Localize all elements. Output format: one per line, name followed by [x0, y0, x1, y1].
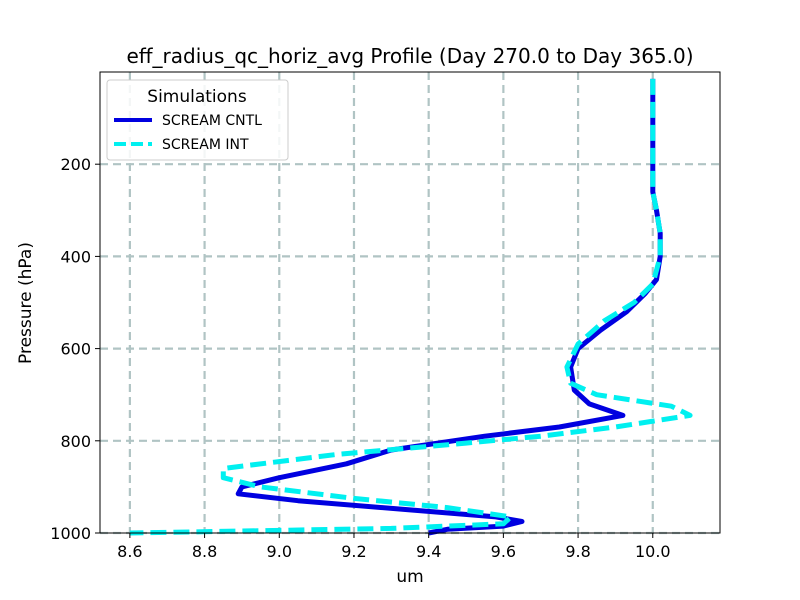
y-tick-label: 600	[60, 340, 91, 359]
x-tick-label: 9.8	[565, 542, 590, 561]
x-tick-label: 10.0	[635, 542, 671, 561]
legend-label-int: SCREAM INT	[162, 137, 249, 153]
x-tick-label: 9.0	[267, 542, 292, 561]
legend: Simulations SCREAM CNTL SCREAM INT	[106, 79, 289, 161]
y-axis-label: Pressure (hPa)	[16, 242, 36, 364]
series-layer	[129, 78, 693, 536]
y-tick-label: 1000	[50, 524, 91, 543]
y-tick-label: 400	[60, 247, 91, 266]
chart-title: eff_radius_qc_horiz_avg Profile (Day 270…	[126, 44, 693, 68]
x-tick-label: 9.2	[341, 542, 366, 561]
legend-label-cntl: SCREAM CNTL	[162, 113, 262, 129]
x-tick-label: 9.4	[416, 542, 441, 561]
plot-frame	[99, 71, 721, 534]
x-axis-label: um	[396, 567, 423, 587]
x-axis: 8.6 8.8 9.0 9.2 9.4 9.6 9.8 10.0	[117, 533, 671, 561]
y-axis: 200 400 600 800 1000	[50, 155, 100, 543]
y-tick-label: 200	[60, 155, 91, 174]
y-tick-label: 800	[60, 432, 91, 451]
legend-title: Simulations	[147, 87, 247, 107]
series-line-int	[129, 78, 693, 536]
legend-box	[106, 79, 289, 161]
x-tick-label: 8.6	[117, 542, 142, 561]
x-tick-label: 9.6	[491, 542, 516, 561]
grid	[100, 72, 720, 535]
x-tick-label: 8.8	[192, 542, 217, 561]
